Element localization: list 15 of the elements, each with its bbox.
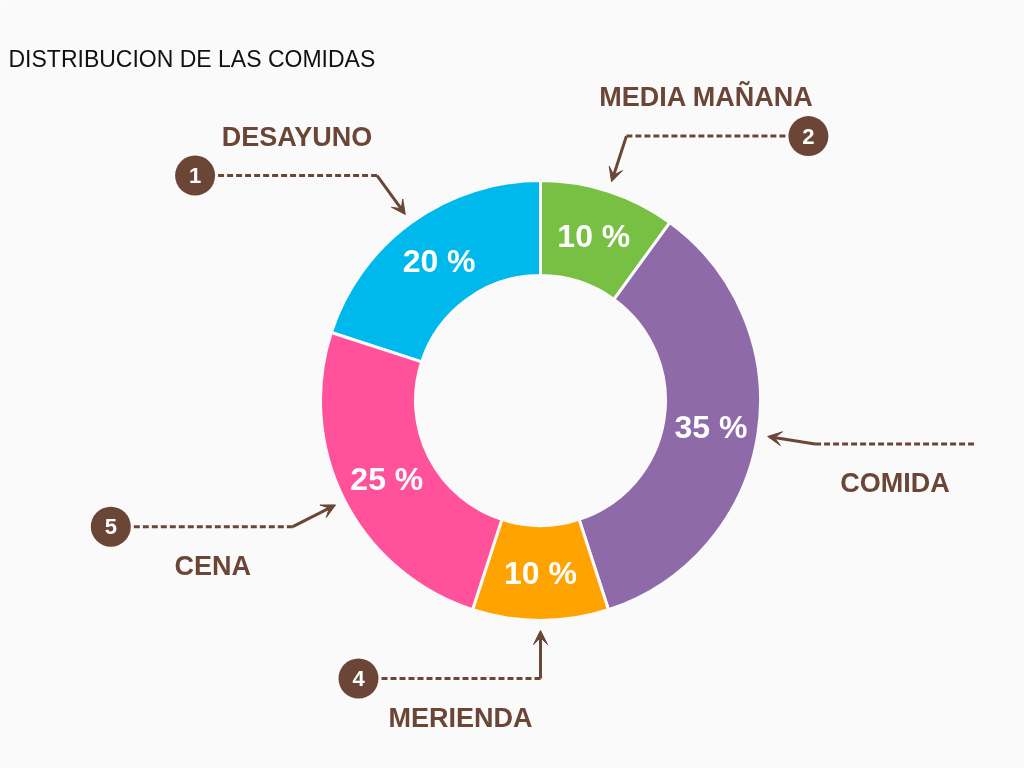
- text: 1: [188, 163, 202, 189]
- data-label: 20 %: [402, 242, 476, 279]
- data-label: 10 %: [557, 218, 631, 255]
- chart-title: DISTRIBUCION DE LAS COMIDAS: [8, 45, 376, 72]
- slice-label: CENA: [174, 550, 252, 581]
- text: 2: [802, 123, 815, 149]
- slice-label: MERIENDA: [388, 702, 533, 733]
- data-label: 25 %: [350, 460, 424, 497]
- slice-label: DESAYUNO: [221, 121, 373, 152]
- slice-label: MEDIA MAÑANA: [599, 81, 813, 113]
- text: 4: [352, 666, 365, 691]
- slice-label: COMIDA: [840, 467, 950, 498]
- data-label: 10 %: [504, 555, 577, 591]
- data-label: 35 %: [674, 409, 748, 446]
- text: 5: [104, 514, 117, 540]
